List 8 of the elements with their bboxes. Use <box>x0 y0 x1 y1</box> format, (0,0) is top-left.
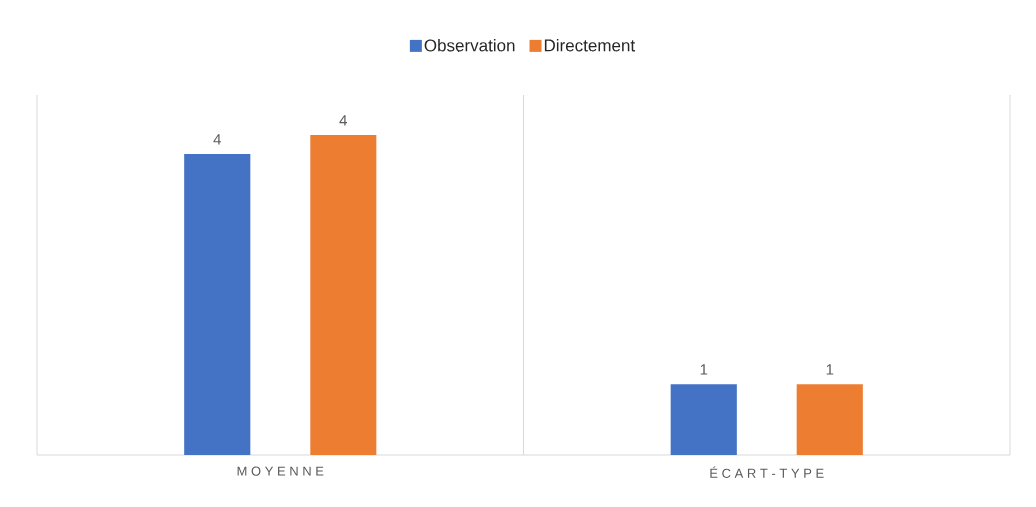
x-tick-label: M O Y E N N E <box>237 466 324 476</box>
legend-label: Observation <box>424 38 515 52</box>
data-label: 1 <box>826 364 834 375</box>
data-label: 4 <box>213 134 221 145</box>
data-label: 4 <box>339 115 347 126</box>
data-label: 1 <box>700 364 708 375</box>
legend-label: Directement <box>544 38 636 52</box>
x-tick-label: É C A R T - T Y P E <box>710 466 824 478</box>
